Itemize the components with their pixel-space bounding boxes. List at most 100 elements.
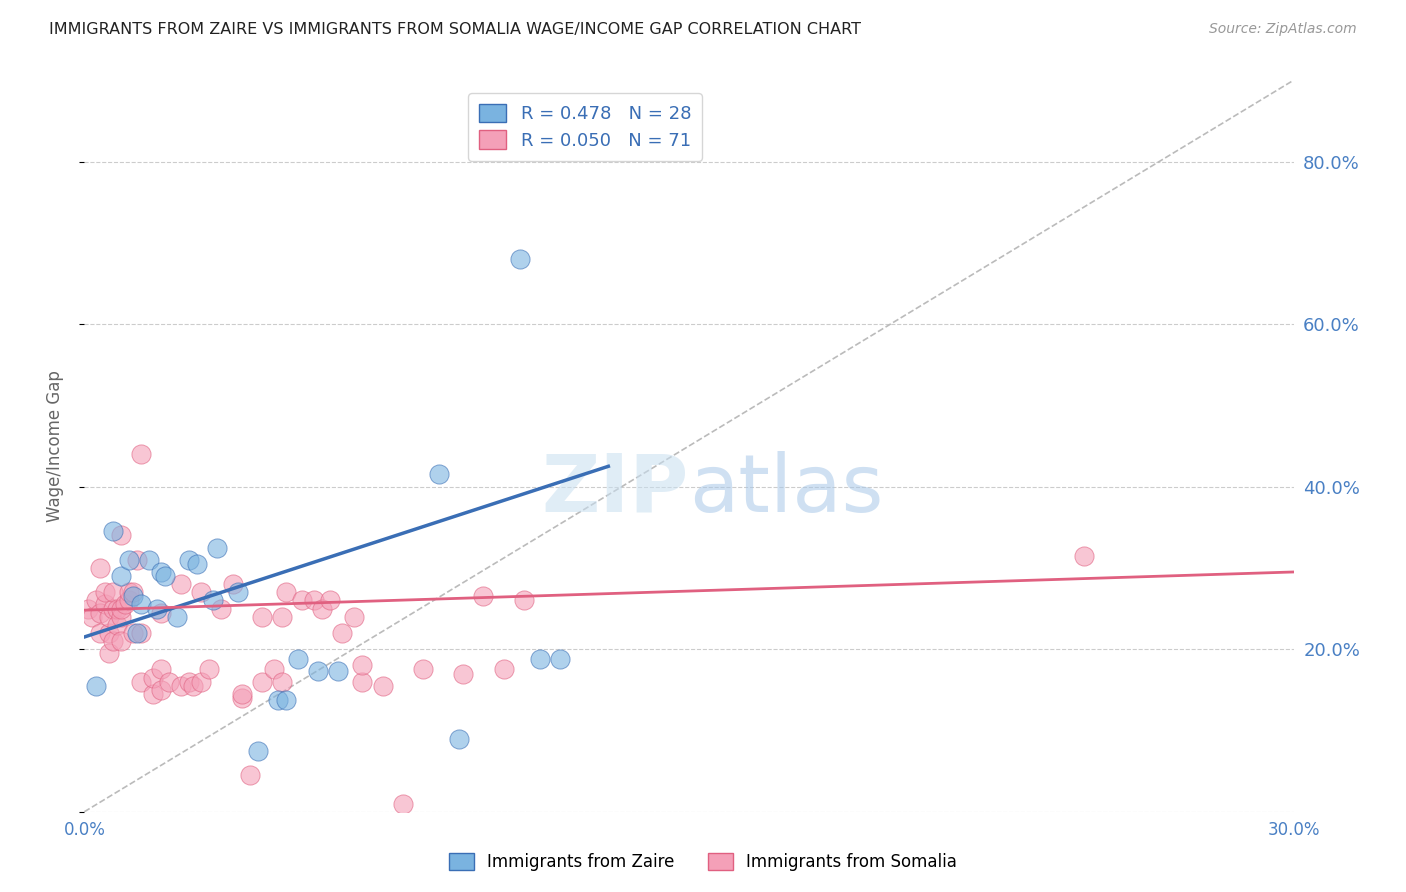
- Point: [110, 601, 132, 615]
- Point: [270, 674, 292, 689]
- Point: [89, 606, 111, 620]
- Point: [86, 679, 108, 693]
- Point: [118, 553, 141, 567]
- Point: [129, 626, 152, 640]
- Point: [231, 690, 253, 705]
- Point: [93, 585, 115, 599]
- Point: [352, 658, 374, 673]
- Point: [226, 585, 249, 599]
- Point: [179, 674, 201, 689]
- Point: [209, 601, 232, 615]
- Point: [170, 679, 193, 693]
- Point: [89, 561, 111, 575]
- Point: [110, 528, 132, 542]
- Legend: Immigrants from Zaire, Immigrants from Somalia: Immigrants from Zaire, Immigrants from S…: [440, 845, 966, 880]
- Point: [267, 692, 290, 706]
- Point: [287, 652, 309, 666]
- Point: [207, 541, 229, 555]
- Point: [186, 557, 208, 571]
- Point: [246, 744, 269, 758]
- Point: [202, 593, 225, 607]
- Point: [149, 682, 172, 697]
- Point: [239, 768, 262, 782]
- Point: [302, 593, 325, 607]
- Point: [291, 593, 314, 607]
- Point: [427, 467, 450, 482]
- Point: [149, 565, 172, 579]
- Point: [142, 687, 165, 701]
- Point: [125, 626, 148, 640]
- Point: [529, 652, 551, 666]
- Point: [198, 663, 221, 677]
- Point: [391, 797, 413, 811]
- Point: [512, 593, 534, 607]
- Point: [146, 601, 169, 615]
- Text: IMMIGRANTS FROM ZAIRE VS IMMIGRANTS FROM SOMALIA WAGE/INCOME GAP CORRELATION CHA: IMMIGRANTS FROM ZAIRE VS IMMIGRANTS FROM…: [49, 22, 862, 37]
- Point: [190, 674, 212, 689]
- Point: [105, 601, 128, 615]
- Point: [110, 634, 132, 648]
- Point: [121, 626, 143, 640]
- Point: [97, 646, 120, 660]
- Text: Source: ZipAtlas.com: Source: ZipAtlas.com: [1209, 22, 1357, 37]
- Point: [114, 598, 136, 612]
- Point: [118, 585, 141, 599]
- Point: [231, 687, 253, 701]
- Point: [509, 252, 531, 266]
- Point: [110, 609, 132, 624]
- Point: [129, 598, 152, 612]
- Text: ZIP: ZIP: [541, 450, 689, 529]
- Point: [412, 663, 434, 677]
- Point: [449, 731, 471, 746]
- Point: [77, 601, 100, 615]
- Point: [101, 585, 124, 599]
- Point: [170, 577, 193, 591]
- Point: [263, 663, 285, 677]
- Point: [89, 626, 111, 640]
- Point: [82, 609, 104, 624]
- Point: [153, 569, 176, 583]
- Point: [1073, 549, 1095, 563]
- Point: [274, 585, 297, 599]
- Point: [274, 692, 297, 706]
- Point: [101, 601, 124, 615]
- Point: [352, 674, 374, 689]
- Point: [101, 634, 124, 648]
- Point: [343, 609, 366, 624]
- Point: [93, 598, 115, 612]
- Point: [97, 626, 120, 640]
- Point: [181, 679, 204, 693]
- Point: [110, 569, 132, 583]
- Point: [142, 671, 165, 685]
- Point: [330, 626, 353, 640]
- Point: [118, 593, 141, 607]
- Y-axis label: Wage/Income Gap: Wage/Income Gap: [45, 370, 63, 522]
- Point: [472, 590, 495, 604]
- Point: [548, 652, 571, 666]
- Point: [129, 674, 152, 689]
- Point: [121, 585, 143, 599]
- Point: [222, 577, 245, 591]
- Point: [97, 609, 120, 624]
- Point: [270, 609, 292, 624]
- Point: [492, 663, 515, 677]
- Point: [86, 593, 108, 607]
- Point: [328, 664, 350, 678]
- Point: [105, 617, 128, 632]
- Point: [149, 606, 172, 620]
- Point: [371, 679, 394, 693]
- Point: [307, 664, 329, 678]
- Point: [250, 674, 273, 689]
- Point: [121, 590, 143, 604]
- Point: [319, 593, 342, 607]
- Point: [138, 553, 160, 567]
- Point: [125, 553, 148, 567]
- Point: [166, 609, 188, 624]
- Point: [129, 447, 152, 461]
- Point: [311, 601, 333, 615]
- Legend: R = 0.478   N = 28, R = 0.050   N = 71: R = 0.478 N = 28, R = 0.050 N = 71: [468, 93, 702, 161]
- Point: [451, 666, 474, 681]
- Point: [179, 553, 201, 567]
- Text: atlas: atlas: [689, 450, 883, 529]
- Point: [190, 585, 212, 599]
